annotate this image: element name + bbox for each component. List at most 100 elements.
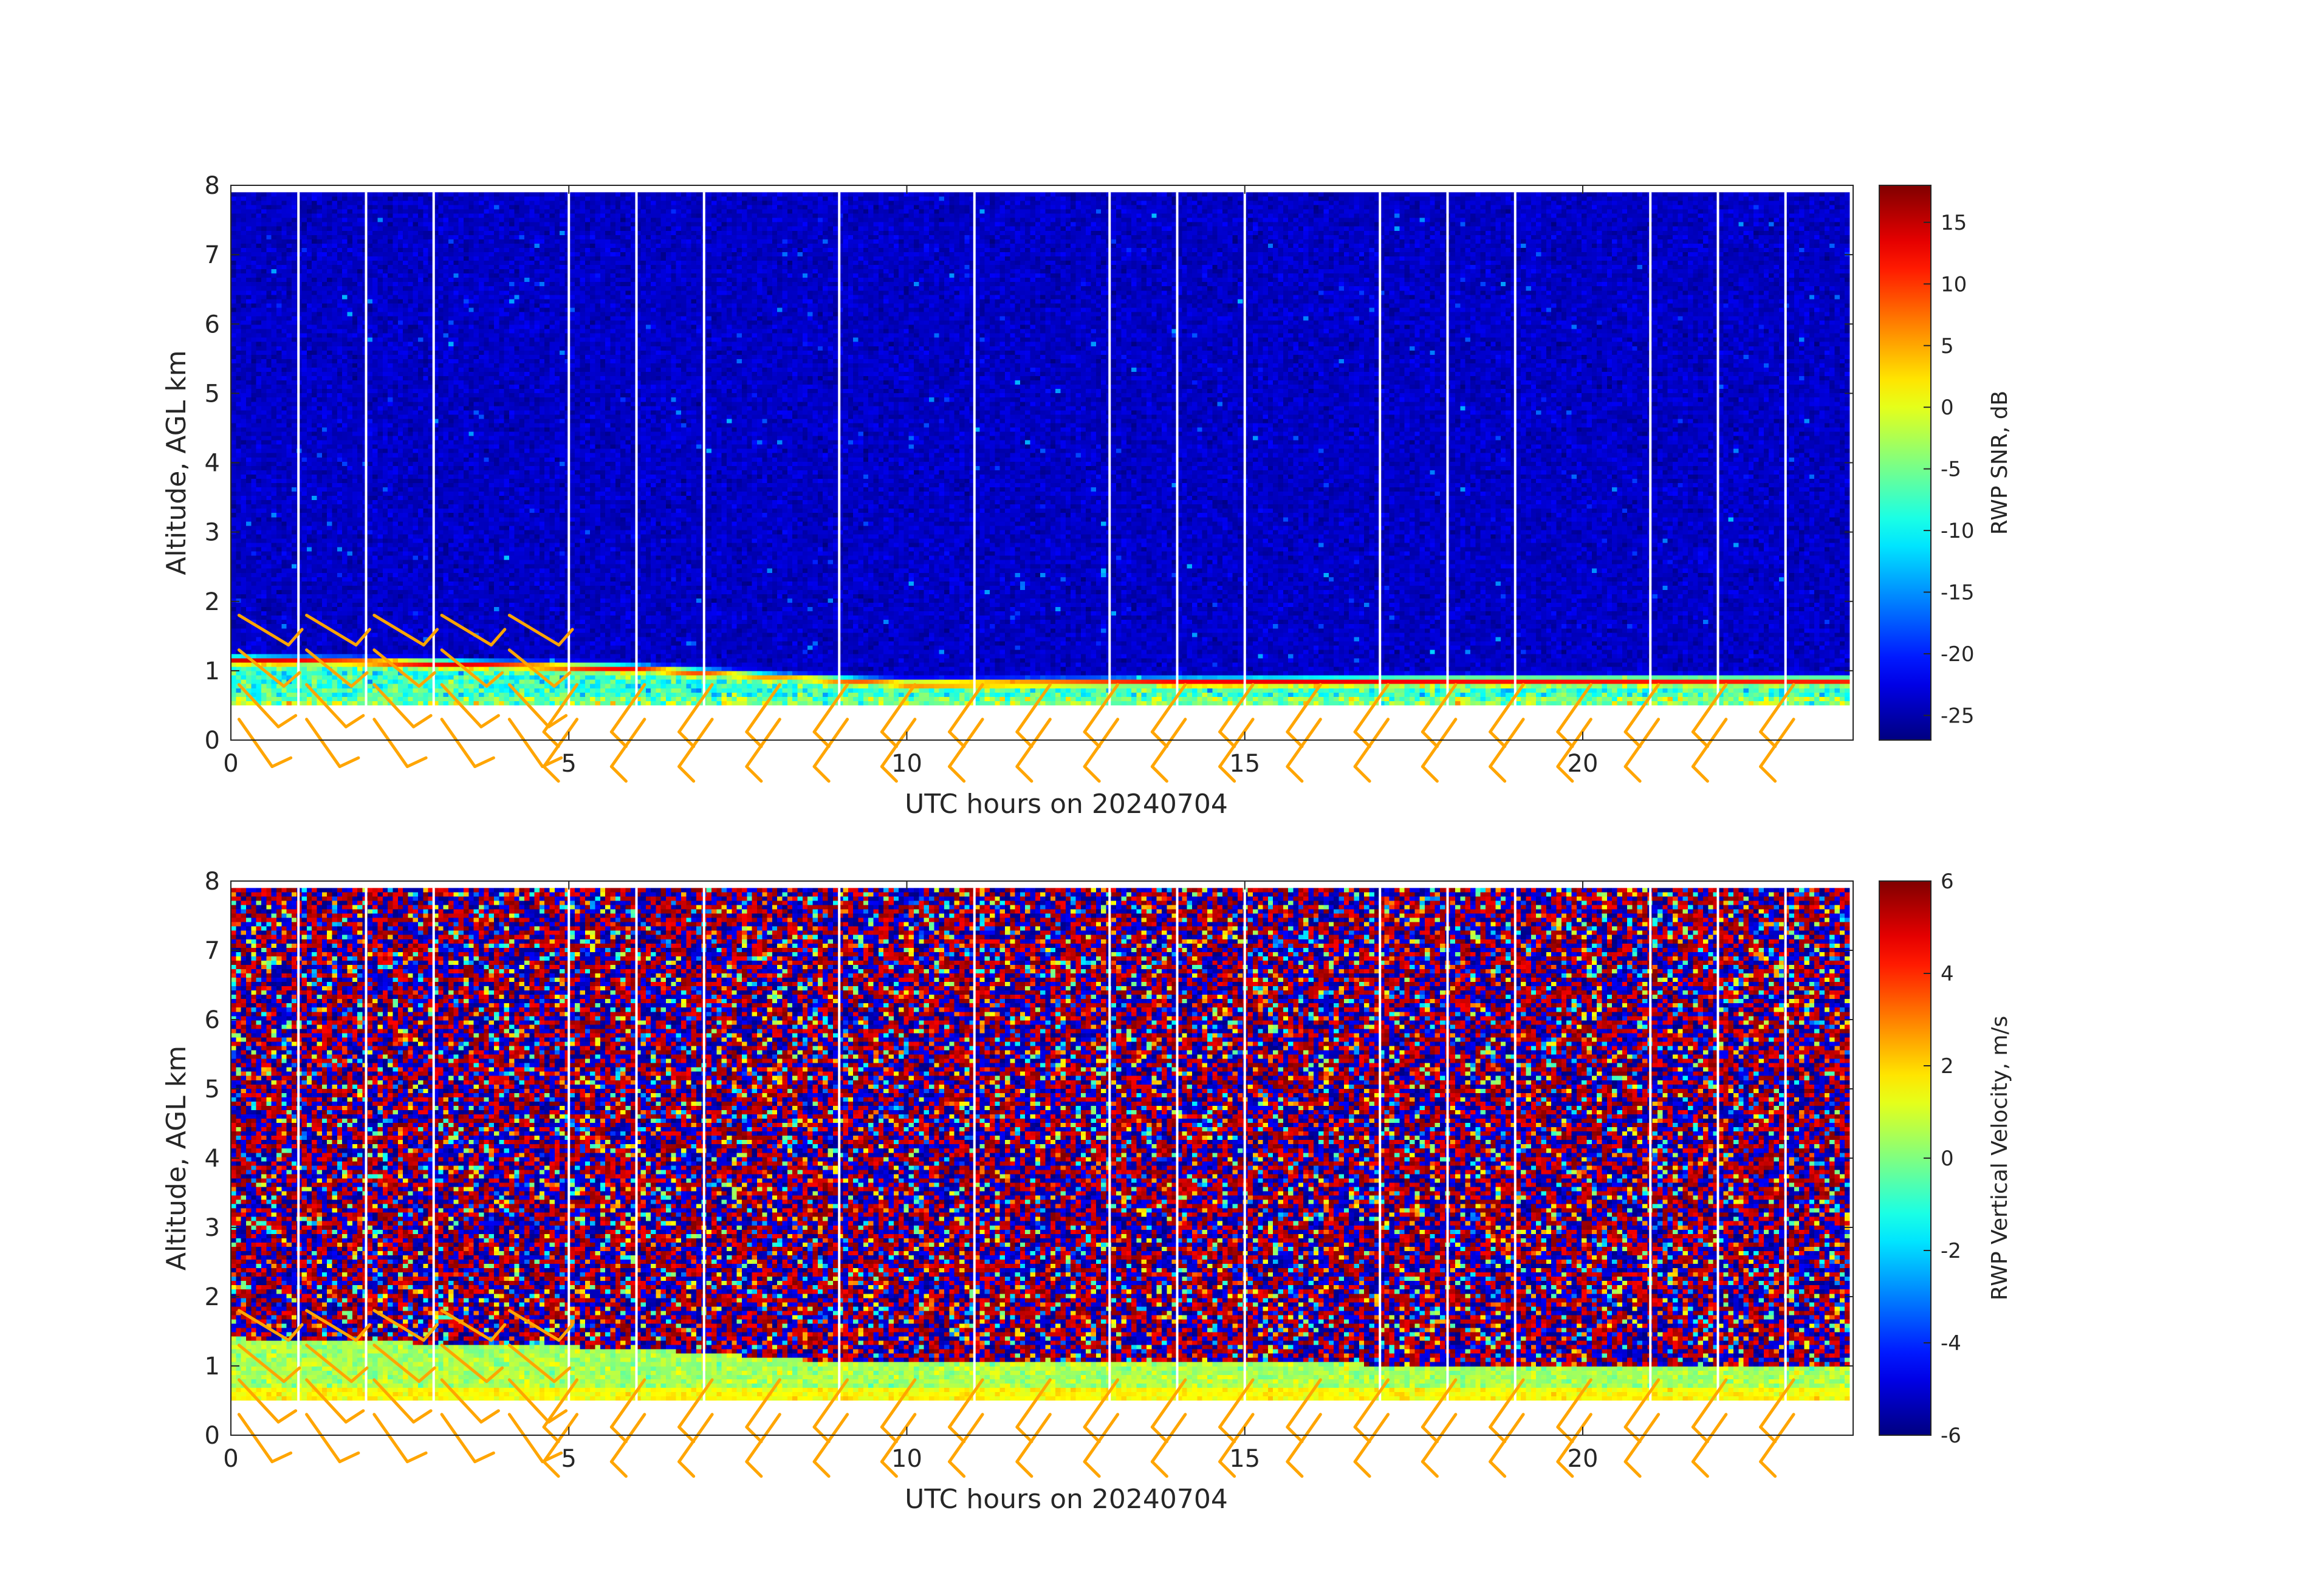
wind-barb-flag [609, 730, 628, 749]
wind-barb-staff [237, 614, 290, 647]
wind-barb-staff [677, 1378, 714, 1429]
wind-barb-staff [948, 1378, 984, 1429]
colorbar-gradient [1879, 880, 1932, 1436]
wind-barb-staff [1691, 1413, 1728, 1464]
wind-barb-flag [677, 1425, 696, 1444]
colorbar-tick-label: -25 [1941, 704, 1975, 728]
wind-barb-staff [1083, 1378, 1120, 1429]
wind-barb-staff [948, 718, 984, 769]
wind-barb-staff [1421, 718, 1458, 769]
wind-barb-staff [507, 718, 544, 769]
wind-barb-staff [609, 1378, 646, 1429]
x-tick-label: 20 [1568, 1445, 1599, 1473]
wind-barb-flag [405, 1451, 428, 1464]
x-tick-label: 10 [891, 1445, 922, 1473]
wind-barb-staff [507, 1378, 550, 1424]
wind-barb-staff [745, 1413, 781, 1464]
wind-barb-flag [412, 1409, 433, 1424]
wind-barb-staff [1421, 683, 1458, 734]
wind-barb-flag [812, 765, 831, 783]
wind-barb-staff [1759, 1413, 1795, 1464]
wind-barb-staff [1556, 718, 1592, 769]
colorbar-tick-label: -20 [1941, 642, 1975, 667]
wind-barb-staff [440, 1378, 483, 1424]
wind-barb-staff [372, 614, 425, 647]
wind-barb-flag [1015, 765, 1033, 783]
wind-barb-flag [1218, 1460, 1236, 1478]
wind-barb-staff [507, 1413, 544, 1464]
wind-barb-staff [1218, 718, 1255, 769]
velocity-heatmap [231, 888, 1850, 1401]
colorbar-tick-label: 0 [1941, 1147, 1954, 1171]
wind-barb-flag [276, 714, 298, 729]
wind-barb-flag [479, 714, 500, 729]
snr-y-axis-label: Altitude, AGL km [161, 350, 192, 575]
wind-barb-flag [542, 730, 560, 749]
wind-barb-staff [440, 614, 493, 647]
wind-barb-flag [1691, 765, 1709, 783]
wind-barb-staff [507, 648, 556, 688]
wind-barb-flag [1083, 1460, 1101, 1478]
wind-barb-flag [1218, 730, 1236, 749]
wind-barb-staff [1759, 718, 1795, 769]
wind-barb-flag [354, 1323, 371, 1342]
wind-barb-staff [812, 1413, 849, 1464]
snr-axes: 0 5 10 15 20 0 1 2 3 4 5 6 7 8 [205, 172, 1854, 778]
wind-barb-staff [880, 718, 917, 769]
wind-barb-flag [287, 1323, 304, 1342]
wind-barb-flag [338, 756, 360, 769]
wind-barb-flag [812, 730, 831, 749]
y-tick-label: 0 [205, 1422, 220, 1450]
wind-barb-flag [1083, 730, 1101, 749]
wind-barb-flag [1150, 765, 1168, 783]
wind-barb-staff [745, 718, 781, 769]
y-tick-label: 8 [205, 172, 220, 200]
colorbar-tick-label: -2 [1941, 1239, 1961, 1263]
wind-barb-flag [282, 1366, 301, 1384]
y-tick-label: 2 [205, 1283, 220, 1311]
wind-barb-flag [1759, 765, 1777, 783]
wind-barb-flag [609, 765, 628, 783]
wind-barb-flag [1218, 1425, 1236, 1444]
colorbar-tick-label: -10 [1941, 519, 1975, 543]
wind-barb-staff [507, 1309, 561, 1342]
wind-barb-flag [745, 1460, 763, 1478]
wind-barb-staff [372, 648, 421, 688]
wind-barb-flag [1353, 1425, 1371, 1444]
wind-barb-flag [1150, 1460, 1168, 1478]
wind-barb-staff [1150, 1413, 1187, 1464]
wind-barb-flag [344, 714, 365, 729]
wind-barb-staff [880, 683, 917, 734]
wind-barb-staff [305, 648, 353, 688]
wind-barb-staff [1623, 1378, 1661, 1429]
y-tick-label: 1 [205, 1353, 220, 1381]
wind-barb-staff [372, 718, 409, 769]
y-tick-label: 2 [205, 588, 220, 616]
wind-barb-flag [1421, 1460, 1439, 1478]
wind-barb-staff [372, 1343, 421, 1384]
wind-barb-staff [1421, 1378, 1458, 1429]
wind-barb-staff [305, 1413, 341, 1464]
wind-barb-flag [1759, 1425, 1777, 1444]
velocity-colorbar-label: RWP Vertical Velocity, m/s [1987, 1016, 2012, 1301]
wind-barb-staff [812, 683, 849, 734]
wind-barb-staff [1015, 718, 1052, 769]
wind-barb-staff [609, 683, 646, 734]
wind-barb-staff [237, 1309, 290, 1342]
y-tick-label: 5 [205, 1075, 220, 1103]
colorbar-tick-label: 2 [1941, 1054, 1954, 1079]
wind-barb-staff [1083, 683, 1120, 734]
colorbar-tick-label: -6 [1941, 1424, 1961, 1448]
wind-barb-flag [1353, 730, 1371, 749]
wind-barb-staff [609, 1413, 646, 1464]
snr-heatmap [231, 192, 1850, 705]
y-tick-label: 0 [205, 727, 220, 755]
wind-barb-staff [305, 683, 348, 729]
wind-barb-flag [948, 1425, 966, 1444]
velocity-y-axis-label: Altitude, AGL km [161, 1046, 192, 1271]
x-tick-label: 15 [1229, 1445, 1260, 1473]
wind-barb-staff [507, 1343, 556, 1384]
wind-barb-staff [305, 614, 358, 647]
wind-barb-flag [344, 1409, 365, 1424]
